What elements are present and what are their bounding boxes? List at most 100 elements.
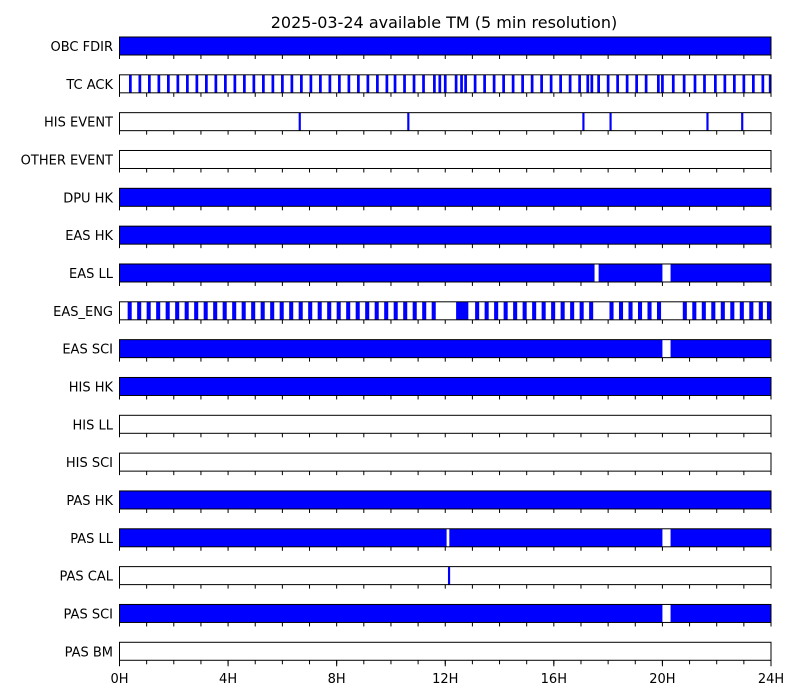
availability-segment <box>384 301 389 320</box>
availability-segment <box>374 301 379 320</box>
availability-segment <box>483 74 486 93</box>
availability-segment <box>635 74 638 93</box>
availability-segment <box>327 301 332 320</box>
availability-segment <box>751 74 755 93</box>
availability-segment <box>579 301 584 320</box>
availability-segment <box>213 301 218 320</box>
availability-segment <box>711 301 716 320</box>
availability-segment <box>252 74 256 93</box>
availability-segment <box>616 74 619 93</box>
row-frame <box>119 301 772 321</box>
timeline-row: PAS LL <box>70 528 772 551</box>
availability-segment <box>365 301 370 320</box>
availability-segment <box>568 74 572 93</box>
availability-segment <box>407 112 410 131</box>
availability-segment <box>551 301 556 320</box>
availability-segment <box>317 301 322 320</box>
x-tick-label: 0H <box>110 672 128 687</box>
availability-segment <box>449 528 663 547</box>
availability-segment <box>148 74 151 93</box>
availability-segment <box>597 74 600 93</box>
availability-segment <box>129 74 132 93</box>
row-label: EAS SCI <box>62 343 113 358</box>
availability-segment <box>214 74 218 93</box>
row-label: OBC FDIR <box>51 40 114 55</box>
availability-segment <box>119 377 771 396</box>
availability-segment <box>589 301 594 320</box>
timeline-row: OBC FDIR <box>51 36 772 59</box>
availability-segment <box>766 301 771 320</box>
timeline-row: EAS LL <box>69 263 772 286</box>
availability-segment <box>443 74 447 93</box>
availability-segment <box>682 74 686 93</box>
row-frame <box>119 452 772 472</box>
availability-segment <box>309 74 313 93</box>
availability-segment <box>319 74 322 93</box>
availability-segment <box>137 301 142 320</box>
availability-segment <box>609 112 612 131</box>
availability-segment <box>270 301 275 320</box>
timeline-row: PAS HK <box>66 490 772 513</box>
availability-segment <box>241 301 246 320</box>
timeline-row: PAS BM <box>65 641 772 665</box>
availability-segment <box>119 188 771 207</box>
availability-segment <box>346 301 351 320</box>
availability-segment <box>438 74 442 93</box>
availability-segment <box>243 74 246 93</box>
availability-segment <box>670 528 771 547</box>
availability-segment <box>403 74 406 93</box>
availability-segment <box>713 74 717 93</box>
availability-segment <box>693 74 697 93</box>
availability-segment <box>347 74 351 93</box>
availability-segment <box>376 74 379 93</box>
availability-segment <box>262 74 265 93</box>
availability-segment <box>644 74 648 93</box>
row-label: PAS BM <box>65 645 113 660</box>
availability-segment <box>328 74 332 93</box>
availability-segment <box>720 301 725 320</box>
availability-segment <box>560 301 565 320</box>
availability-segment <box>393 74 397 93</box>
availability-segment <box>541 301 546 320</box>
availability-segment <box>175 301 180 320</box>
availability-segment <box>260 301 265 320</box>
availability-segment <box>661 74 664 93</box>
row-frame <box>119 566 772 586</box>
availability-segment <box>205 74 208 93</box>
availability-segment <box>732 74 736 93</box>
row-frame <box>119 414 772 434</box>
x-axis: 0H 4H 8H 12H 16H 20H 24H <box>110 660 784 687</box>
availability-segment <box>157 74 161 93</box>
availability-segment <box>768 74 771 93</box>
availability-segment <box>233 74 237 93</box>
availability-segment <box>119 490 771 509</box>
availability-segment <box>203 301 208 320</box>
availability-segment <box>119 226 771 245</box>
availability-segment <box>513 301 518 320</box>
timeline-row: HIS EVENT <box>44 112 772 135</box>
availability-segment <box>119 604 663 623</box>
availability-segment <box>366 74 370 93</box>
availability-segment <box>582 112 585 131</box>
x-tick-label: 24H <box>758 672 784 687</box>
timeline-row: OTHER EVENT <box>21 149 772 173</box>
availability-segment <box>127 301 132 320</box>
availability-segment <box>503 301 508 320</box>
availability-segment <box>609 301 614 320</box>
availability-segment <box>447 566 451 585</box>
availability-segment <box>119 339 663 358</box>
availability-segment <box>692 301 697 320</box>
row-frame <box>119 641 772 661</box>
timeline-row: PAS SCI <box>64 603 772 627</box>
availability-segment <box>412 74 416 93</box>
availability-segment <box>336 301 341 320</box>
availability-segment <box>156 301 161 320</box>
availability-segment <box>475 301 480 320</box>
availability-segment <box>393 301 398 320</box>
availability-segment <box>146 301 151 320</box>
x-tick-label: 20H <box>649 672 675 687</box>
availability-segment <box>570 301 575 320</box>
availability-segment <box>119 263 595 282</box>
availability-segment <box>749 301 754 320</box>
availability-segment <box>290 74 294 93</box>
